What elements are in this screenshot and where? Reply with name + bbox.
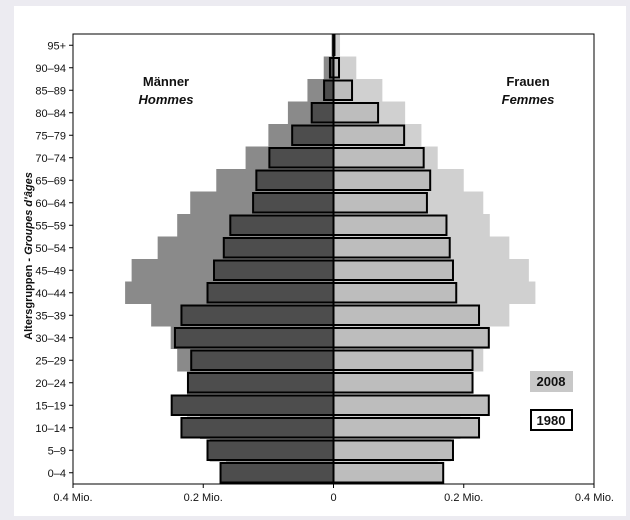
x-tick-label: 0	[330, 492, 336, 504]
chart-card: 0–4 5–9 10–14 15–19 20–24 25–29 30–34 35–39 40–4…	[14, 6, 626, 516]
y-axis-ticks: 0–4 5–9 10–14 15–19 20–24 25–29 30–34 35–39 40–4…	[35, 40, 73, 480]
legend-label-1980: 1980	[537, 413, 566, 428]
bar-1980-women	[332, 372, 474, 394]
y-tick-label: 90–94	[35, 63, 66, 75]
bar-1980-women	[332, 282, 458, 304]
y-tick-label: 50–54	[35, 243, 66, 255]
y-tick-label: 95+	[47, 40, 66, 52]
bar-1980-men	[252, 192, 335, 214]
bar-2008-women	[333, 34, 341, 57]
men-title: Männer	[143, 74, 189, 89]
y-tick-label: 15–19	[35, 400, 66, 412]
bar-1980-women	[332, 124, 406, 146]
y-axis-label: Altersgruppen - Groupes d'âges	[23, 172, 35, 340]
bar-1980-men	[229, 214, 335, 236]
x-tick-label: 0.4 Mio.	[53, 492, 92, 504]
y-axis-label-separator: -	[23, 255, 35, 265]
bar-1980-men	[323, 79, 335, 101]
y-tick-label: 35–39	[35, 310, 66, 322]
y-axis-label-italic: Groupes d'âges	[23, 172, 35, 255]
bar-1980-women	[332, 237, 451, 259]
bar-1980-women	[332, 304, 481, 326]
bar-1980-women	[332, 327, 490, 349]
bar-1980-women	[332, 147, 425, 169]
y-tick-label: 80–84	[35, 108, 66, 120]
legend-swatch-1980	[530, 409, 573, 431]
y-axis-label-main: Altersgruppen	[23, 264, 35, 339]
women-title: Frauen	[506, 74, 549, 89]
bar-1980-men	[180, 417, 335, 439]
y-tick-label: 10–14	[35, 423, 66, 435]
bar-1980-women	[332, 192, 428, 214]
y-tick-label: 60–64	[35, 198, 66, 210]
y-tick-label: 70–74	[35, 153, 66, 165]
y-tick-label: 75–79	[35, 130, 66, 142]
y-tick-label: 45–49	[35, 265, 66, 277]
bar-1980-women	[332, 462, 445, 484]
bar-1980-men	[206, 439, 335, 461]
men-subtitle: Hommes	[139, 92, 194, 107]
legend-swatch-2008	[530, 371, 573, 392]
bar-1980-men	[173, 327, 335, 349]
bars-1980	[170, 34, 490, 484]
y-tick-label: 20–24	[35, 378, 66, 390]
bar-1980-women	[332, 259, 454, 281]
bar-1980-men	[190, 349, 335, 371]
x-axis-ticks: 0.4 Mio. 0.2 Mio. 0 0.2 Mio. 0.4 Mio.	[53, 484, 614, 504]
bar-1980-men	[268, 147, 335, 169]
bar-1980-women	[332, 439, 454, 461]
bar-1980-men	[213, 259, 335, 281]
women-subtitle: Femmes	[502, 92, 555, 107]
y-tick-label: 30–34	[35, 333, 66, 345]
bar-1980-men	[186, 372, 335, 394]
bar-1980-men	[170, 394, 335, 416]
bar-1980-women	[332, 349, 474, 371]
x-tick-label: 0.2 Mio.	[444, 492, 483, 504]
bar-1980-women	[332, 417, 481, 439]
x-tick-label: 0.4 Mio.	[575, 492, 614, 504]
bar-1980-men	[310, 102, 335, 124]
y-tick-label: 55–59	[35, 220, 66, 232]
bar-1980-men	[206, 282, 335, 304]
bar-1980-women	[332, 169, 432, 191]
y-tick-label: 65–69	[35, 175, 66, 187]
y-tick-label: 25–29	[35, 355, 66, 367]
bar-1980-women	[332, 214, 448, 236]
y-tick-label: 0–4	[48, 468, 66, 480]
x-tick-label: 0.2 Mio.	[184, 492, 223, 504]
bar-2008-men	[323, 56, 334, 79]
bar-1980-women	[332, 102, 380, 124]
population-pyramid-chart: 0–4 5–9 10–14 15–19 20–24 25–29 30–34 35–39 40–4…	[23, 33, 614, 504]
y-tick-label: 40–44	[35, 288, 66, 300]
bar-1980-women	[332, 394, 490, 416]
bar-1980-men	[222, 237, 335, 259]
bar-1980-women	[332, 79, 354, 101]
bar-1980-men	[219, 462, 335, 484]
bar-1980-men	[255, 169, 335, 191]
y-tick-label: 5–9	[48, 445, 66, 457]
legend-label-2008: 2008	[537, 374, 566, 389]
bar-1980-men	[180, 304, 335, 326]
bar-1980-men	[291, 124, 335, 146]
y-tick-label: 85–89	[35, 85, 66, 97]
